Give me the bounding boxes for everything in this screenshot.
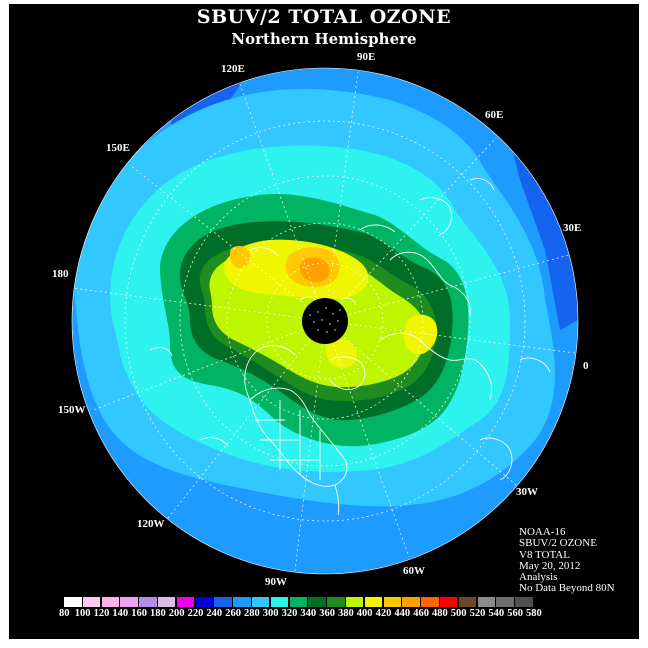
colorbar-swatch [120,597,138,607]
colorbar-tick-label: 500 [450,608,467,619]
map-subtitle: Northern Hemisphere [231,30,417,48]
lon-label-180: 180 [52,268,69,280]
colorbar-tick-label: 320 [281,608,298,619]
info-product: V8 TOTAL [519,548,570,561]
lon-label-90e: 90E [357,51,376,63]
colorbar-tick-label: 520 [469,608,486,619]
colorbar-tick-label: 340 [300,608,317,619]
lon-label-60w: 60W [403,565,425,577]
colorbar-tick-label: 580 [526,608,542,619]
colorbar-swatch [214,597,232,607]
lon-label-150w: 150W [58,404,86,416]
colorbar-swatch [82,597,101,607]
colorbar-swatch [157,597,176,607]
colorbar-tick-label: 120 [93,608,110,619]
colorbar-tick-label: 380 [338,608,354,619]
colorbar-swatch [383,597,402,607]
colorbar-swatch [327,597,345,607]
colorbar-swatch [139,597,157,607]
lon-label-30e: 30E [563,222,582,234]
colorbar-swatch [101,597,120,607]
colorbar-swatch [402,597,420,607]
colorbar-tick-label: 360 [319,608,335,619]
product-info: NOAA-16 SBUV/2 OZONE V8 TOTAL May 20, 20… [519,526,615,595]
lon-label-120e: 120E [221,63,245,75]
colorbar-tick-label: 260 [225,608,241,619]
lon-label-60e: 60E [485,109,504,121]
graticule [72,71,576,572]
lon-label-150e: 150E [106,142,130,154]
lon-label-120w: 120W [137,518,165,530]
info-instrument: SBUV/2 OZONE [519,537,597,550]
pole-stipple [309,307,341,333]
colorbar-tick-label: 480 [432,608,448,619]
colorbar-ticks: 80 100 120 140 160 180 200 220 240 260 280 300 320 34… [56,608,596,622]
info-type: Analysis [519,571,558,584]
colorbar-tick-label: 80 [59,608,70,619]
colorbar-tick-label: 100 [74,608,91,619]
colorbar-swatch [364,597,383,607]
colorbar-tick-label: 400 [356,608,373,619]
coastlines [149,178,551,516]
colorbar-swatch [496,597,514,607]
colorbar-swatch [251,597,270,607]
lon-label-30w: 30W [516,486,538,498]
colorbar-swatch [515,597,533,607]
lon-label-0: 0 [583,360,589,372]
info-note: No Data Beyond 80N [519,582,615,595]
colorbar-tick-label: 200 [168,608,185,619]
colorbar-tick-label: 280 [244,608,260,619]
colorbar-tick-label: 460 [413,608,429,619]
colorbar-tick-label: 560 [507,608,523,619]
colorbar-swatch [289,597,308,607]
colorbar-tick-label: 420 [375,608,392,619]
band-440-460 [299,257,330,283]
colorbar-tick-label: 220 [187,608,204,619]
info-satellite: NOAA-16 [519,526,566,538]
info-date: May 20, 2012 [519,559,581,572]
colorbar-swatch [176,597,195,607]
colorbar [64,597,534,607]
colorbar-tick-label: 440 [394,608,411,619]
map-title: SBUV/2 TOTAL OZONE [196,6,452,28]
colorbar-swatch [345,597,364,607]
colorbar-swatch [270,597,289,607]
colorbar-tick-label: 540 [488,608,505,619]
pole-no-data-disc [302,298,348,344]
colorbar-swatch [195,597,214,607]
colorbar-tick-label: 140 [112,608,129,619]
colorbar-tick-label: 300 [262,608,279,619]
band-400-420-east [403,314,438,355]
colorbar-tick-label: 240 [206,608,223,619]
colorbar-tick-label: 160 [131,608,147,619]
colorbar-swatch [308,597,326,607]
colorbar-swatch [477,597,496,607]
band-420-440-west [230,246,251,268]
colorbar-swatch [233,597,251,607]
map-edge [71,67,579,575]
lon-label-90w: 90W [265,576,287,588]
colorbar-swatch [458,597,477,607]
colorbar-swatch [64,597,82,607]
colorbar-swatch [421,597,439,607]
colorbar-tick-label: 180 [150,608,166,619]
colorbar-swatch [439,597,458,607]
